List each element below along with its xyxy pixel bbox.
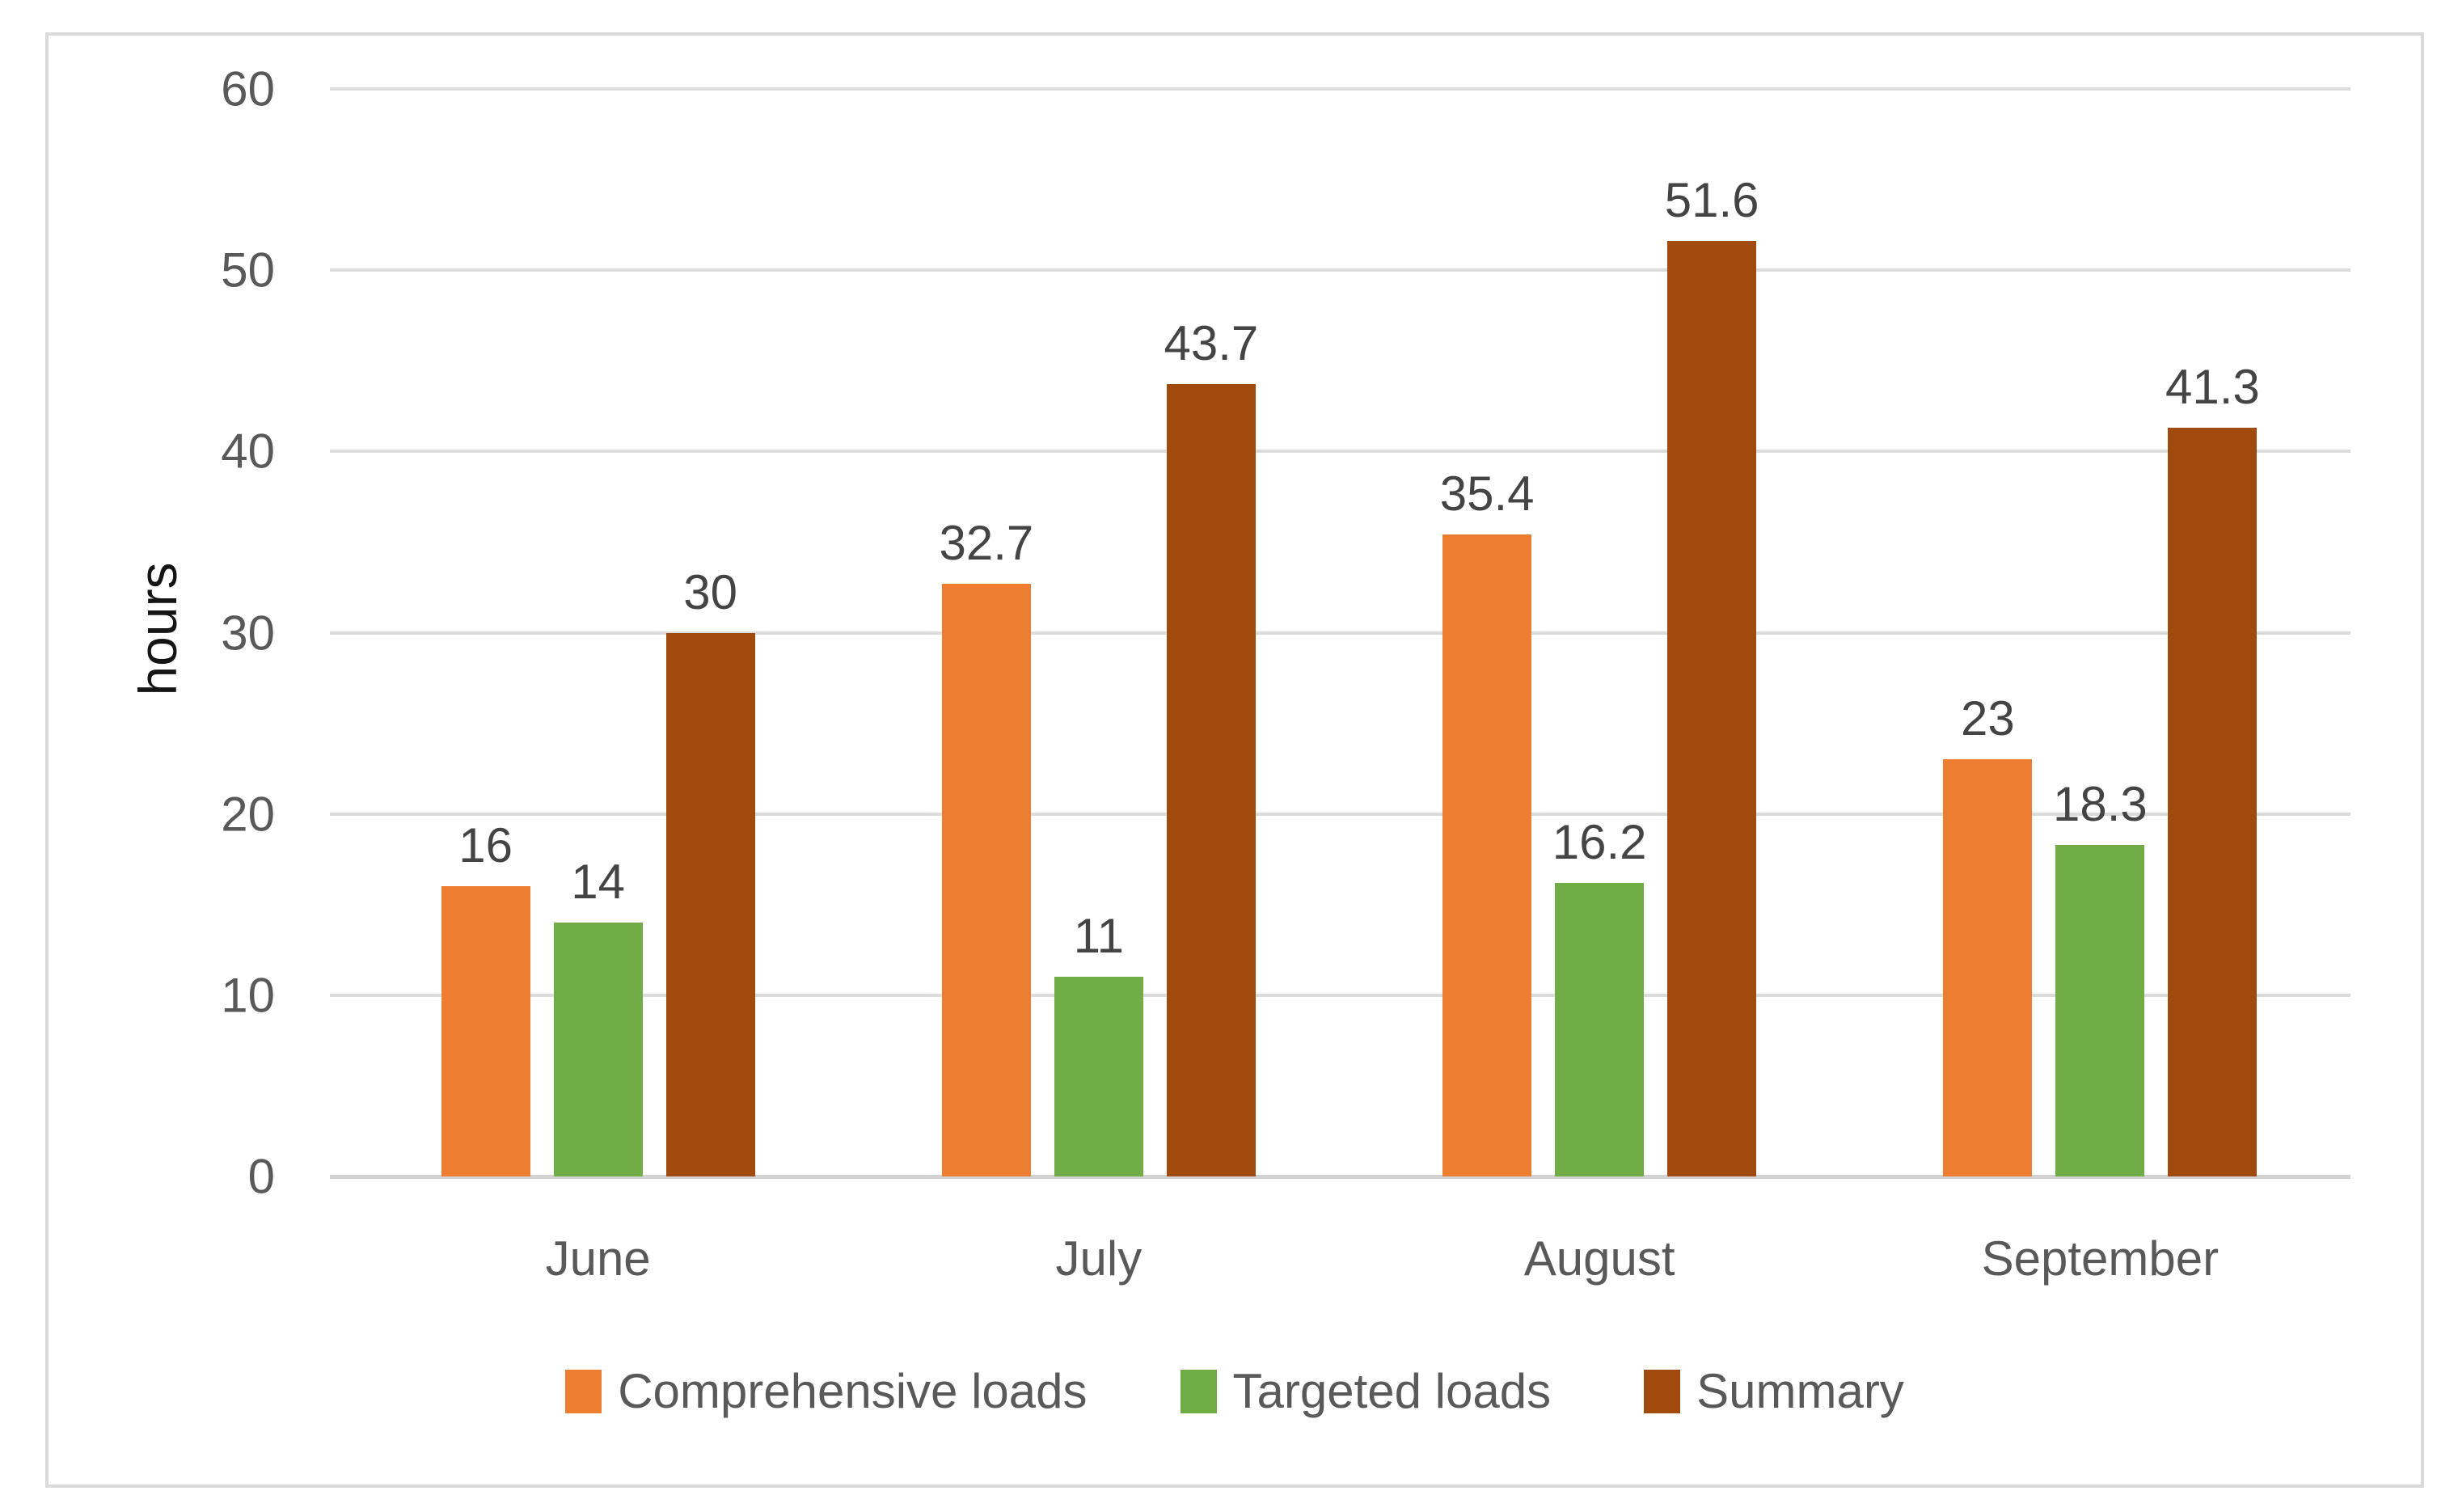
data-label-targeted-loads-june: 14 <box>571 855 625 910</box>
legend-item-targeted-loads: Targeted loads <box>1180 1363 1552 1419</box>
bar-summary-september <box>2168 428 2258 1176</box>
y-tick-label-30: 30 <box>221 606 275 660</box>
bar-targeted-loads-june <box>553 923 643 1176</box>
legend-label-summary: Summary <box>1696 1364 1904 1418</box>
y-tick-label-0: 0 <box>247 1149 275 1204</box>
x-category-label-august: August <box>1523 1231 1675 1286</box>
x-category-label-september: September <box>1981 1231 2220 1286</box>
y-tick-label-40: 40 <box>221 424 275 479</box>
bar-summary-august <box>1667 241 1757 1176</box>
bar-comprehensive-loads-july <box>941 583 1031 1176</box>
legend-swatch-summary <box>1644 1369 1681 1413</box>
bar-targeted-loads-august <box>1555 882 1645 1176</box>
gridline-60 <box>330 87 2351 91</box>
bar-summary-july <box>1166 384 1256 1176</box>
legend-item-summary: Summary <box>1644 1363 1904 1419</box>
data-label-summary-june: 30 <box>683 564 737 619</box>
bar-comprehensive-loads-august <box>1442 534 1532 1176</box>
legend-swatch-comprehensive-loads <box>565 1369 602 1413</box>
data-label-comprehensive-loads-august: 35.4 <box>1439 467 1535 522</box>
bar-targeted-loads-july <box>1054 977 1143 1176</box>
data-label-summary-august: 51.6 <box>1664 173 1759 228</box>
x-category-label-june: June <box>545 1231 651 1286</box>
y-tick-label-20: 20 <box>221 787 275 842</box>
gridline-10 <box>330 993 2351 997</box>
legend-label-targeted-loads: Targeted loads <box>1232 1364 1552 1418</box>
data-label-targeted-loads-september: 18.3 <box>2052 776 2148 831</box>
gridline-40 <box>330 450 2351 454</box>
data-label-targeted-loads-july: 11 <box>1073 909 1125 964</box>
y-tick-label-10: 10 <box>221 968 275 1023</box>
data-label-comprehensive-loads-july: 32.7 <box>939 515 1034 570</box>
legend-swatch-targeted-loads <box>1180 1369 1217 1413</box>
data-label-targeted-loads-august: 16.2 <box>1552 814 1647 869</box>
gridline-0 <box>330 1175 2351 1179</box>
chart-frame: hours 0 10 20 30 40 50 60 June 16 14 30 July 32.7 11 4… <box>45 32 2424 1488</box>
gridline-30 <box>330 631 2351 635</box>
x-category-label-july: July <box>1055 1231 1143 1286</box>
legend: Comprehensive loads Targeted loads Summa… <box>49 1363 2421 1419</box>
plot-area: 0 10 20 30 40 50 60 June 16 14 30 July 32.7 11 43.7 Aug… <box>49 36 2421 1485</box>
data-label-comprehensive-loads-september: 23 <box>1961 691 2015 746</box>
data-label-summary-september: 41.3 <box>2165 360 2260 415</box>
legend-label-comprehensive-loads: Comprehensive loads <box>618 1364 1088 1418</box>
bar-comprehensive-loads-september <box>1943 759 2033 1176</box>
bar-summary-june <box>665 632 755 1176</box>
y-tick-label-60: 60 <box>221 61 275 116</box>
gridline-50 <box>330 268 2351 272</box>
data-label-comprehensive-loads-june: 16 <box>458 818 513 873</box>
bar-targeted-loads-september <box>2055 844 2145 1176</box>
y-tick-label-50: 50 <box>221 243 275 298</box>
gridline-20 <box>330 812 2351 816</box>
data-label-summary-july: 43.7 <box>1164 316 1259 371</box>
legend-item-comprehensive-loads: Comprehensive loads <box>565 1363 1088 1419</box>
bar-comprehensive-loads-june <box>441 886 530 1176</box>
